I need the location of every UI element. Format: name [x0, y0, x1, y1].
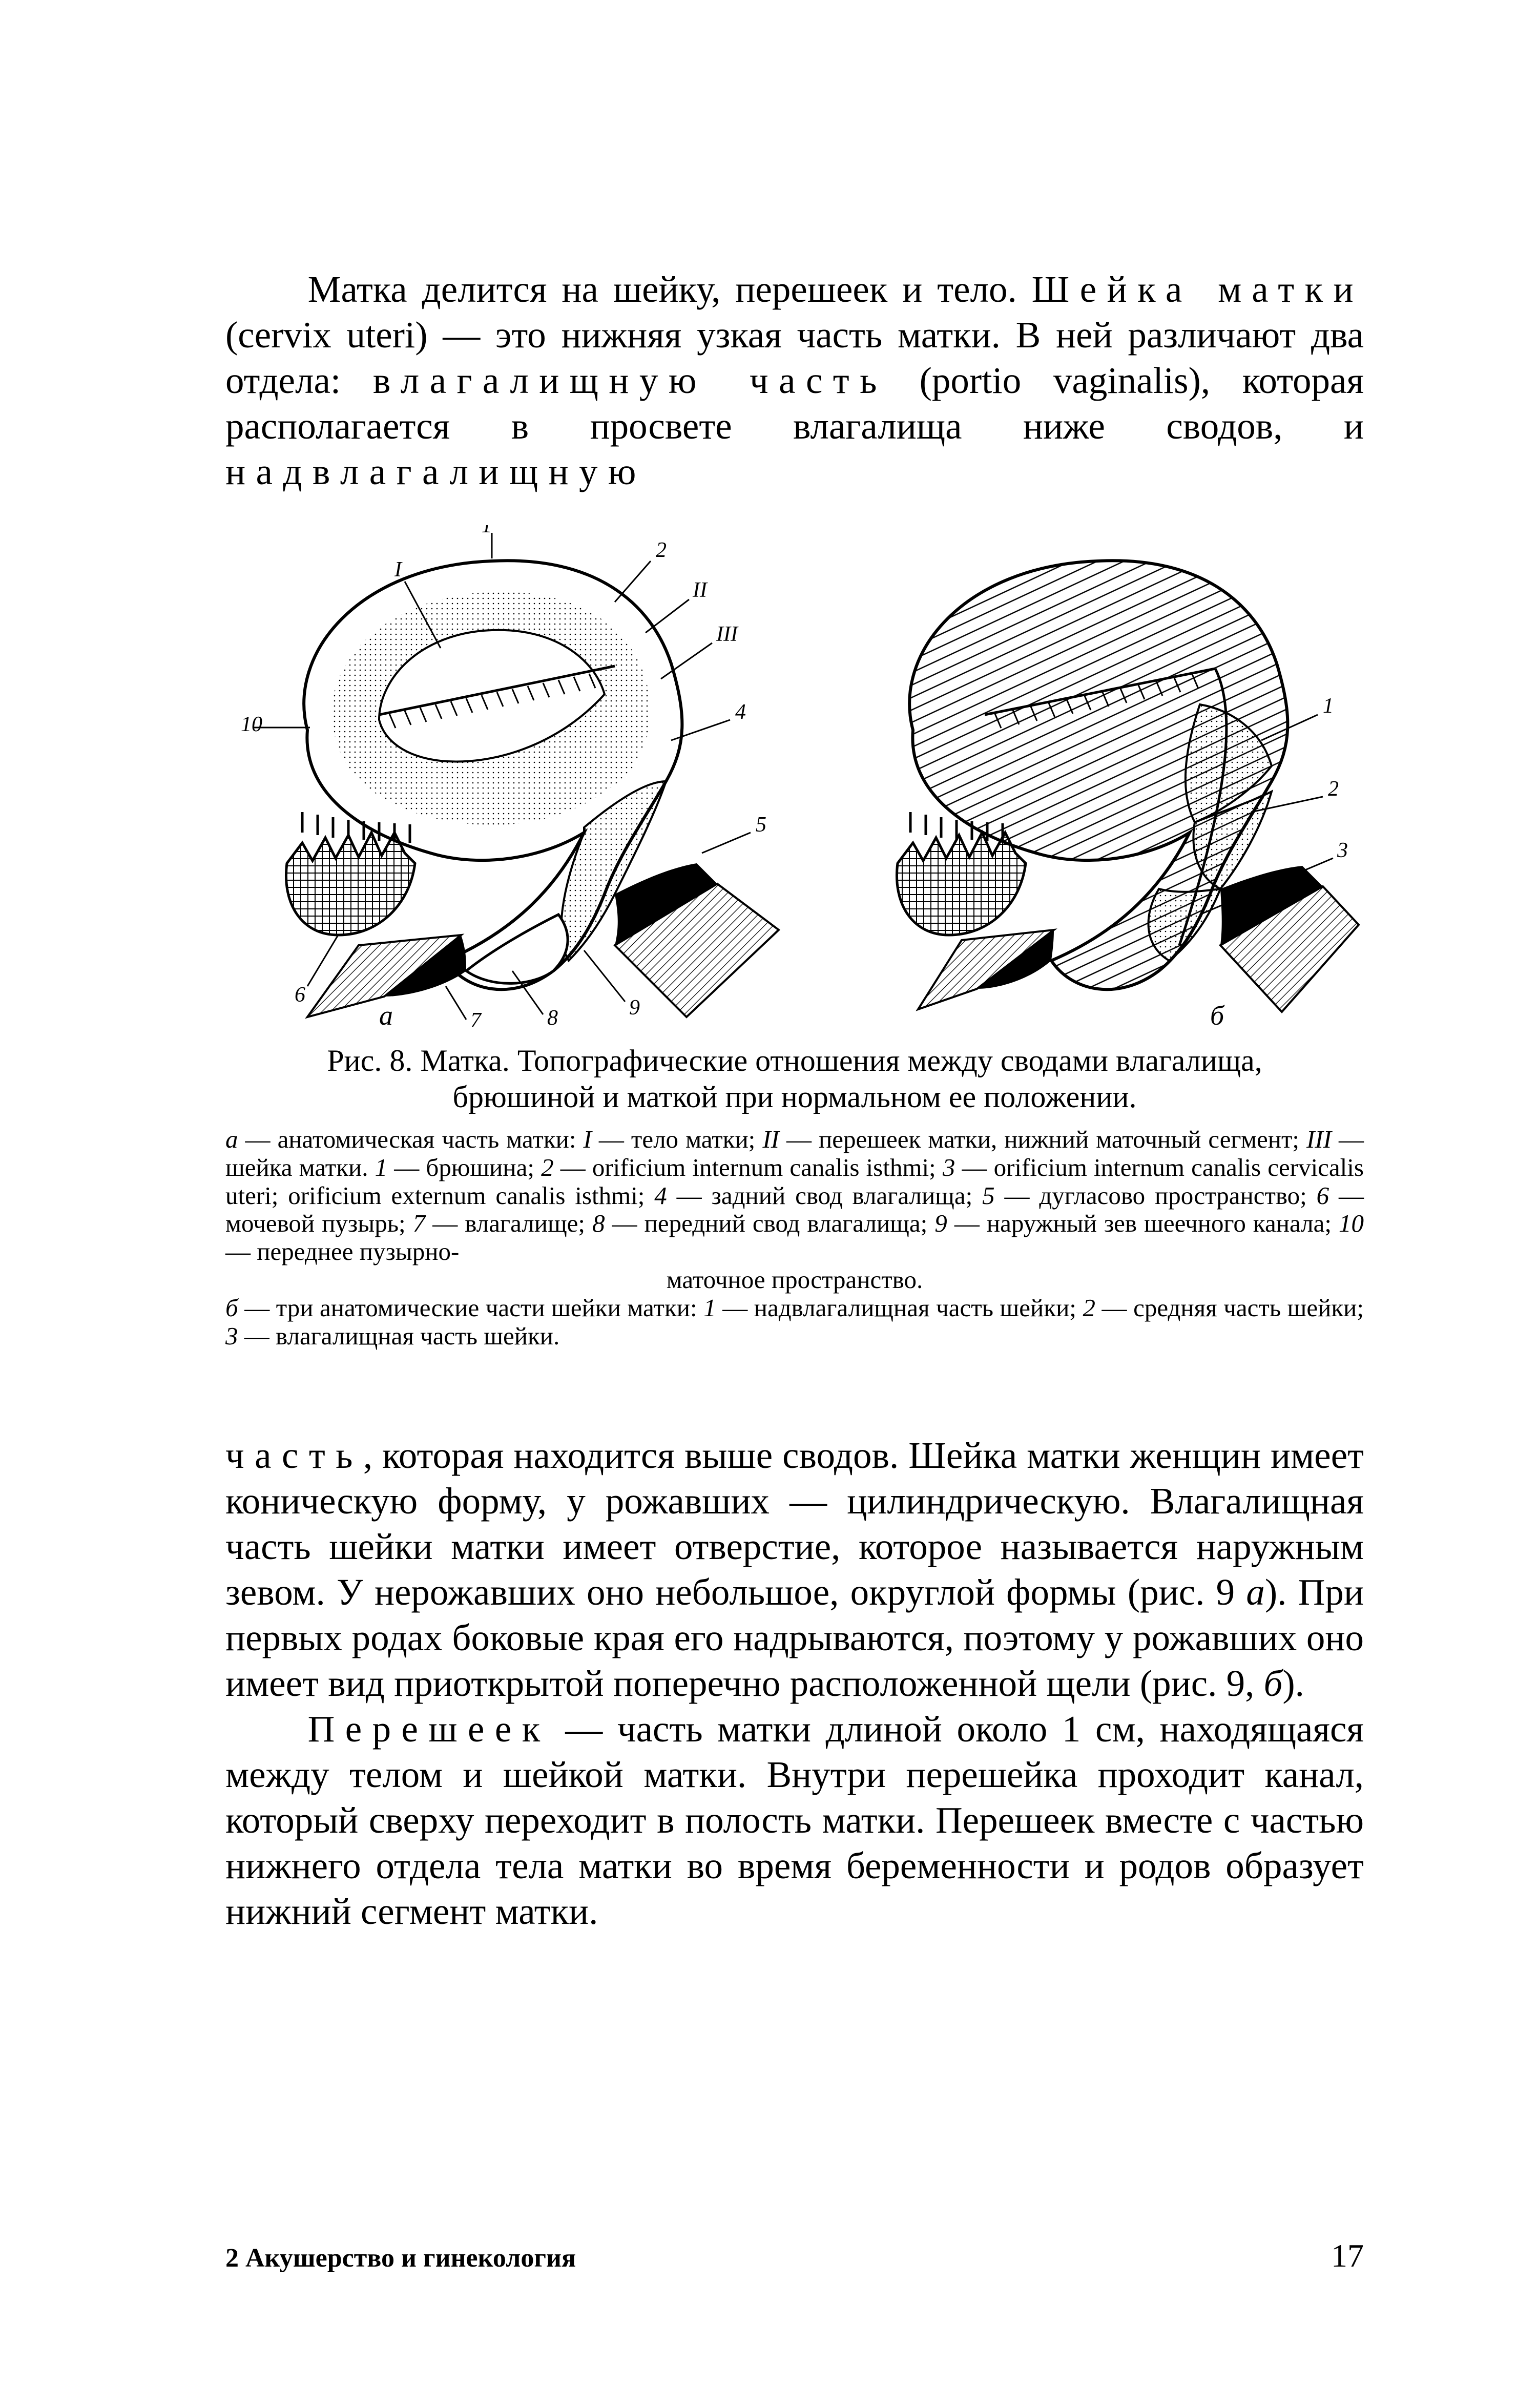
paragraph-2: часть, которая находится выше сводов. Ше…	[225, 1433, 1364, 1706]
label-a-I: I	[394, 558, 403, 582]
label-a-7: 7	[470, 1009, 482, 1027]
figure-legend-b: б — три анатомические части шейки матки:…	[225, 1294, 1364, 1351]
label-b-3: 3	[1337, 839, 1348, 862]
page-number: 17	[1331, 2237, 1364, 2275]
page-footer: 2 Акушерство и гинекология 17	[225, 2237, 1364, 2275]
figure-panel-a: 1 2 II III 4 5 10 9 8 7 6 I а	[225, 525, 799, 1027]
label-b-2: 2	[1328, 777, 1339, 801]
figure-legend-a: а — анатомическая часть матки: I — тело …	[225, 1126, 1364, 1294]
label-a-2: 2	[656, 538, 667, 562]
label-a-8: 8	[547, 1006, 558, 1027]
paragraph-3: Перешеек — часть матки длиной около 1 см…	[225, 1706, 1364, 1934]
figure-caption: Рис. 8. Матка. Топографические отношения…	[256, 1043, 1333, 1115]
figure-panel-b: 1 2 3 б	[841, 525, 1364, 1027]
figure-row: 1 2 II III 4 5 10 9 8 7 6 I а	[225, 525, 1364, 1027]
label-a-6: 6	[295, 983, 305, 1007]
footer-signature: 2 Акушерство и гинекология	[225, 2243, 576, 2273]
panel-a-label: а	[379, 1000, 393, 1027]
label-a-1: 1	[482, 525, 492, 537]
label-a-5: 5	[756, 813, 766, 837]
label-b-1: 1	[1323, 694, 1334, 718]
label-a-9: 9	[629, 996, 640, 1020]
panel-b-label: б	[1210, 1000, 1225, 1027]
label-a-10: 10	[241, 713, 262, 736]
label-a-II: II	[692, 578, 708, 602]
paragraph-1: Матка делится на шейку, перешеек и тело.…	[225, 266, 1364, 494]
page: Матка делится на шейку, перешеек и тело.…	[0, 0, 1538, 2408]
label-a-III: III	[716, 622, 739, 646]
figure-8: 1 2 II III 4 5 10 9 8 7 6 I а	[225, 525, 1364, 1351]
label-a-4: 4	[735, 700, 746, 724]
